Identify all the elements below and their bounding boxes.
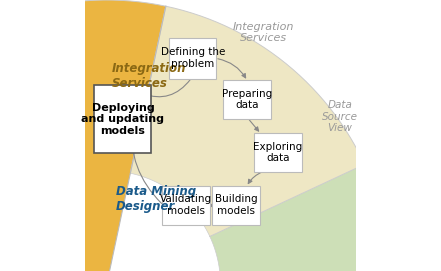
Text: Data
Source
View: Data Source View <box>322 100 358 133</box>
FancyBboxPatch shape <box>213 186 260 225</box>
Text: Data Mining
Designer: Data Mining Designer <box>116 185 196 213</box>
FancyBboxPatch shape <box>223 80 271 119</box>
Polygon shape <box>210 164 391 271</box>
Polygon shape <box>0 260 382 271</box>
Text: Exploring
data: Exploring data <box>254 142 303 163</box>
FancyBboxPatch shape <box>169 38 217 79</box>
FancyBboxPatch shape <box>94 85 151 153</box>
Text: Preparing
data: Preparing data <box>222 89 272 110</box>
Polygon shape <box>0 0 166 271</box>
Text: Integration
Services: Integration Services <box>112 62 187 90</box>
Text: Integration
Services: Integration Services <box>233 22 295 43</box>
FancyBboxPatch shape <box>162 186 209 225</box>
FancyBboxPatch shape <box>254 133 302 172</box>
Text: Building
models: Building models <box>215 195 258 216</box>
Text: Deploying
and updating
models: Deploying and updating models <box>82 103 164 136</box>
Text: Validating
models: Validating models <box>160 195 212 216</box>
Polygon shape <box>131 6 365 237</box>
Text: Defining the
problem: Defining the problem <box>161 47 225 69</box>
